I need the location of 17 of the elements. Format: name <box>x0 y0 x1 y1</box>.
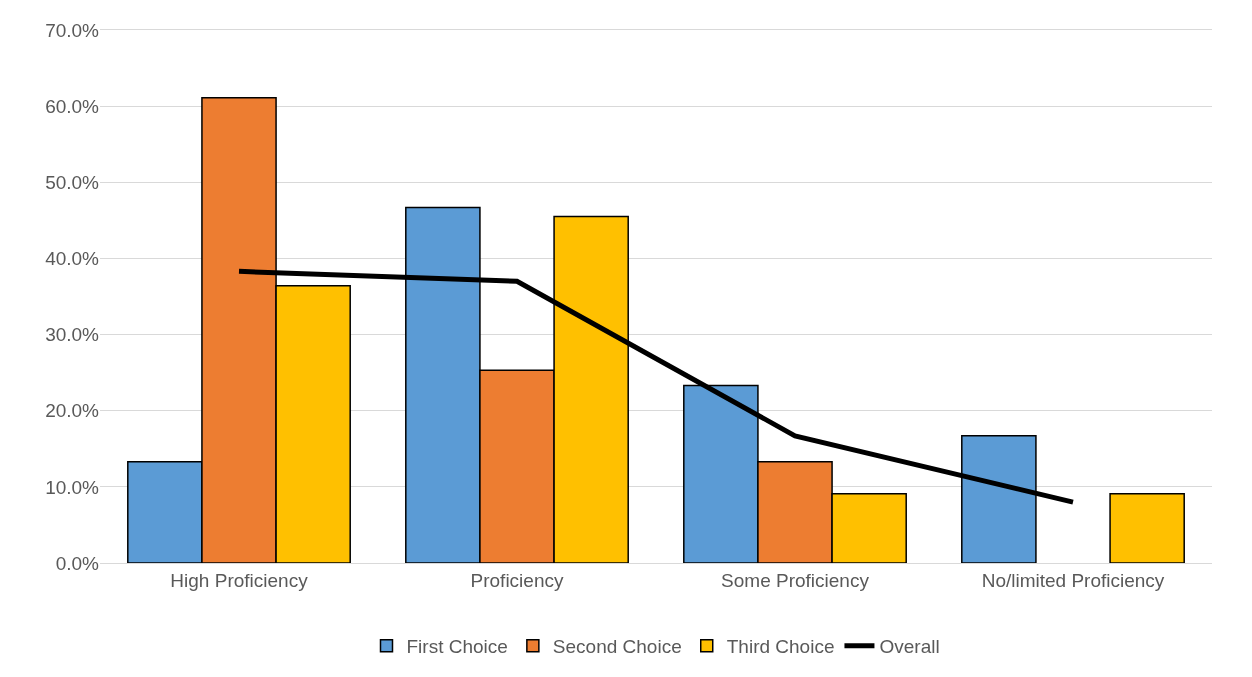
x-tick-label: No/limited Proficiency <box>981 569 1165 591</box>
y-tick-label: 10.0% <box>45 476 100 498</box>
y-tick-label: 0.0% <box>55 552 100 574</box>
y-tick-label: 30.0% <box>45 324 100 346</box>
y-tick-label: 70.0% <box>45 19 100 41</box>
y-tick-label: 50.0% <box>45 171 100 193</box>
legend-label: First Choice <box>406 636 508 658</box>
y-tick-label: 40.0% <box>45 248 100 270</box>
legend-label: Third Choice <box>726 636 835 658</box>
y-tick-label: 60.0% <box>45 95 100 117</box>
legend-label: Overall <box>879 636 940 658</box>
x-tick-label: Some Proficiency <box>721 569 870 591</box>
bar <box>1109 492 1185 563</box>
x-tick-label: Proficiency <box>470 569 564 591</box>
y-tick-label: 20.0% <box>45 400 100 422</box>
legend-label: Second Choice <box>552 636 682 658</box>
x-tick-label: High Proficiency <box>170 569 309 591</box>
